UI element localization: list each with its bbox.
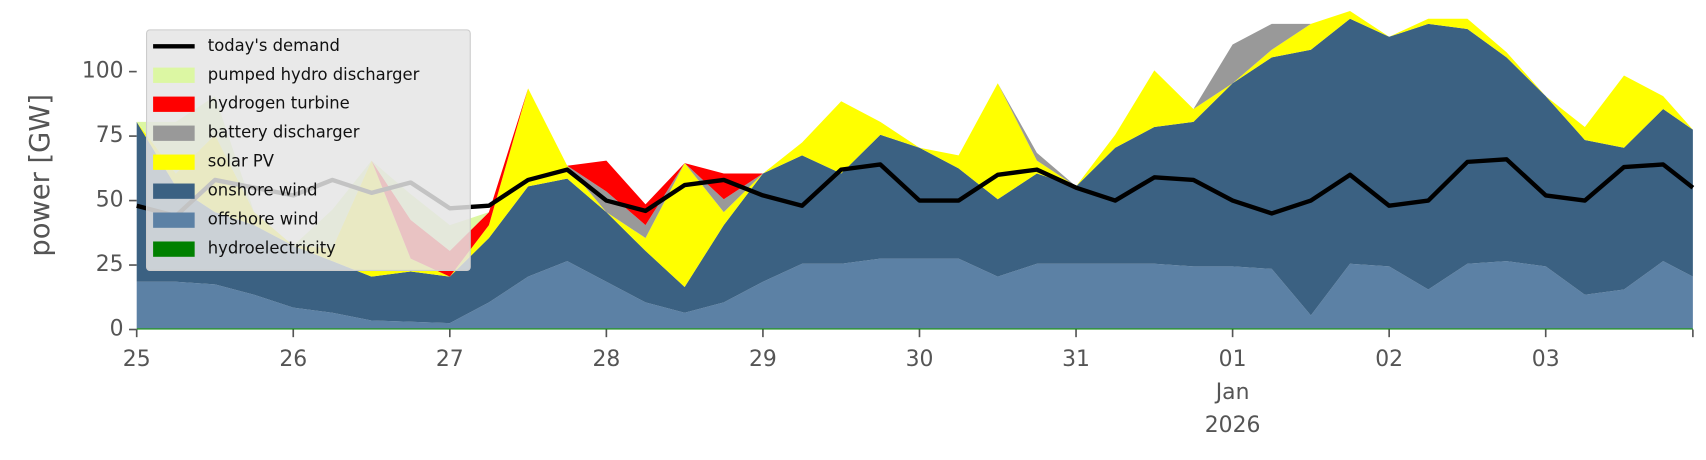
legend-label: battery discharger — [208, 123, 360, 142]
area — [136, 328, 1693, 330]
x-tick-label: 31 — [1062, 347, 1090, 372]
y-tick-label: 75 — [96, 123, 124, 148]
legend-swatch — [153, 241, 195, 257]
legend-label: hydrogen turbine — [208, 94, 350, 113]
legend-swatch — [153, 154, 195, 170]
legend-swatch — [153, 67, 195, 83]
y-tick-label: 50 — [96, 188, 124, 213]
x-tick-label: 27 — [436, 347, 464, 372]
legend-label: pumped hydro discharger — [208, 65, 420, 84]
x-tick-label: 26 — [279, 347, 307, 372]
legend-swatch — [153, 212, 195, 228]
legend-label: onshore wind — [208, 181, 318, 200]
x-tick-label: 28 — [592, 347, 620, 372]
x-tick-label: 25 — [123, 347, 151, 372]
legend-swatch — [153, 125, 195, 141]
legend-label: offshore wind — [208, 210, 319, 229]
legend-swatch — [153, 96, 195, 112]
x-tick-label: 03 — [1532, 347, 1560, 372]
area — [136, 258, 1693, 329]
x-tick-label: 02 — [1375, 347, 1403, 372]
legend-label: today's demand — [208, 36, 340, 55]
legend-swatch — [153, 183, 195, 199]
legend-box — [145, 29, 471, 272]
x-tick-label: 01 Jan 2026 — [1205, 347, 1261, 438]
legend-label: solar PV — [208, 152, 275, 171]
y-tick-label: 100 — [82, 59, 124, 84]
x-tick-label: 29 — [749, 347, 777, 372]
y-tick-label: 0 — [110, 317, 124, 342]
x-tick-label: 30 — [906, 347, 934, 372]
legend-label: hydroelectricity — [208, 239, 336, 258]
y-axis-label: power [GW] — [25, 94, 56, 257]
y-tick-label: 25 — [96, 252, 124, 277]
area — [136, 18, 1693, 324]
